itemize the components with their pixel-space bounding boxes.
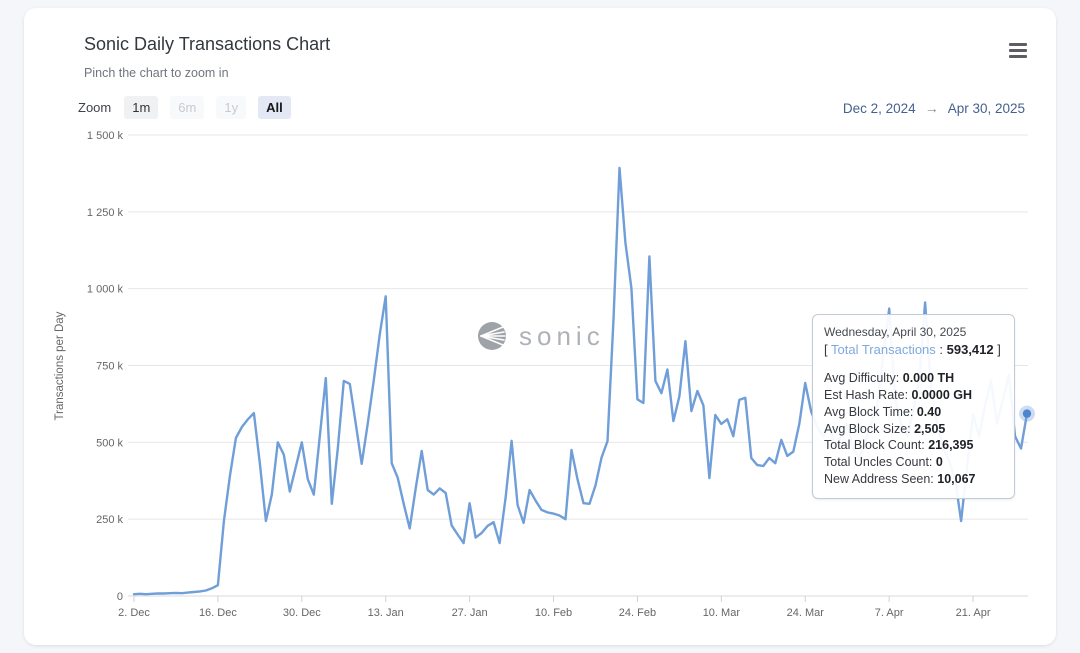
- y-axis-tick-label: 500 k: [96, 437, 123, 449]
- chart-card: Sonic Daily Transactions Chart Pinch the…: [24, 8, 1056, 645]
- x-axis-tick-label: 10. Mar: [703, 607, 741, 619]
- zoom-button-all[interactable]: All: [258, 96, 291, 119]
- chart-hint-subtitle: Pinch the chart to zoom in: [84, 66, 229, 80]
- tooltip-stat-row: New Address Seen: 10,067: [824, 471, 976, 486]
- x-axis-tick-label: 7. Apr: [875, 607, 904, 619]
- page-title: Sonic Daily Transactions Chart: [84, 34, 331, 54]
- tooltip-stat-row: Est Hash Rate: 0.0000 GH: [824, 388, 973, 403]
- chart-tooltip: Wednesday, April 30, 2025 [ Total Transa…: [812, 314, 1015, 499]
- tooltip-bracket-close: ]: [993, 342, 1001, 358]
- y-axis-tick-label: 0: [117, 591, 123, 603]
- zoom-button-6m: 6m: [170, 96, 205, 119]
- x-axis-tick-label: 16. Dec: [199, 607, 237, 619]
- x-axis-tick-label: 24. Mar: [787, 607, 825, 619]
- x-axis-tick-label: 13. Jan: [368, 607, 404, 619]
- x-axis-tick-label: 21. Apr: [956, 607, 991, 619]
- y-axis-tick-label: 1 500 k: [87, 130, 124, 142]
- date-range-from[interactable]: Dec 2, 2024: [842, 100, 916, 116]
- x-axis-tick-label: 10. Feb: [535, 607, 572, 619]
- tooltip-total-separator: :: [935, 342, 947, 358]
- x-axis-tick-label: 30. Dec: [283, 607, 321, 619]
- y-axis-tick-label: 250 k: [96, 514, 123, 526]
- x-axis-tick-label: 2. Dec: [118, 607, 150, 619]
- zoom-button-1y: 1y: [216, 96, 247, 119]
- tooltip-stat-row: Total Block Count: 216,395: [824, 438, 974, 453]
- tooltip-total-value: 593,412: [946, 342, 994, 358]
- y-axis-title: Transactions per Day: [54, 311, 66, 420]
- tooltip-total-label: Total Transactions: [831, 342, 936, 358]
- zoom-label: Zoom: [78, 100, 112, 115]
- arrow-right-icon: →: [924, 100, 939, 116]
- tooltip-stat-row: Avg Difficulty: 0.000 TH: [824, 371, 955, 386]
- tooltip-stat-row: Avg Block Time: 0.40: [824, 404, 942, 419]
- x-axis-tick-label: 27. Jan: [452, 607, 488, 619]
- date-range-to[interactable]: Apr 30, 2025: [947, 100, 1025, 116]
- tooltip-stat-row: Total Uncles Count: 0: [824, 455, 943, 470]
- tooltip-bracket-open: [: [824, 342, 831, 358]
- tooltip-total-row: [ Total Transactions : 593,412 ]: [824, 341, 1003, 358]
- hover-marker-dot: [1022, 409, 1032, 418]
- tooltip-date: Wednesday, April 30, 2025: [824, 325, 967, 339]
- y-axis-tick-label: 1 000 k: [87, 284, 124, 296]
- chart-plot-area[interactable]: 0 250 k 500 k 750 k 1 000 k 1 250 k 1 500 k Tra…: [24, 118, 1056, 628]
- zoom-button-1m[interactable]: 1m: [124, 96, 159, 119]
- tooltip-stat-row: Avg Block Size: 2,505: [824, 421, 946, 436]
- y-axis-tick-label: 750 k: [96, 361, 123, 373]
- hamburger-menu-icon[interactable]: [1006, 39, 1030, 61]
- zoom-toolbar: Zoom 1m 6m 1y All: [78, 96, 291, 119]
- y-axis-tick-label: 1 250 k: [87, 207, 124, 219]
- date-range: Dec 2, 2024 → Apr 30, 2025: [843, 100, 1025, 116]
- tooltip-stats-list: Avg Difficulty: 0.000 TH Est Hash Rate: 0…: [824, 370, 1003, 487]
- x-axis-tick-label: 24. Feb: [619, 607, 656, 619]
